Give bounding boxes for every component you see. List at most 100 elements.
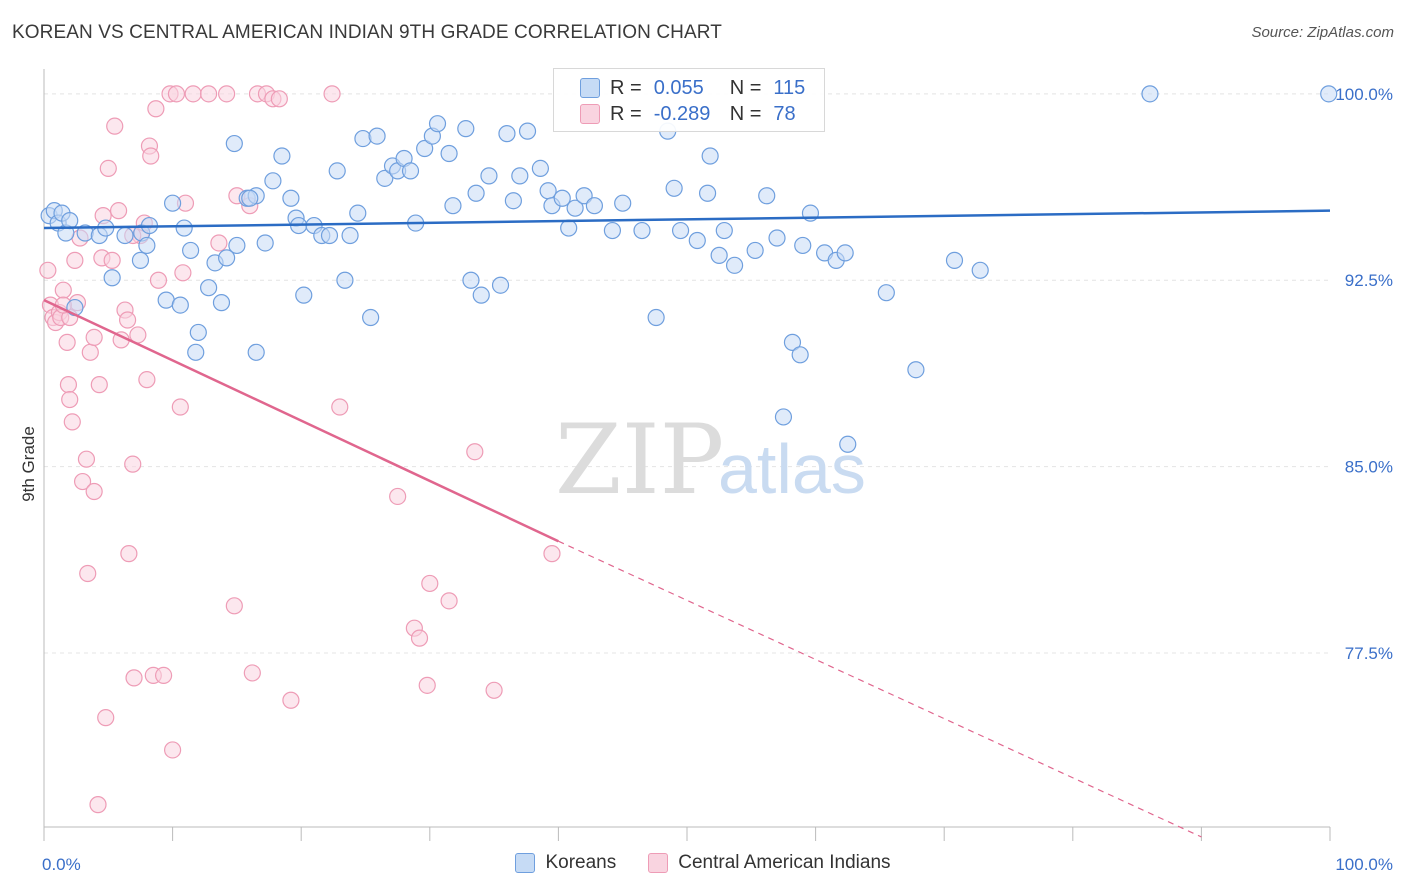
cai-point [243, 664, 261, 682]
cai-point [225, 597, 243, 615]
korean-point [504, 192, 522, 210]
korean-point [341, 226, 359, 245]
korean-point [212, 294, 231, 312]
cai-point [543, 545, 561, 563]
korean-point [688, 231, 706, 250]
cai-point [142, 147, 160, 165]
korean-point [171, 296, 189, 314]
cai-trend-extension [558, 540, 1202, 838]
koreans-trend-line [43, 209, 1331, 230]
cai-point [210, 234, 228, 252]
cai-point [99, 159, 117, 178]
chart-title: KOREAN VS CENTRAL AMERICAN INDIAN 9TH GR… [12, 22, 722, 43]
korean-point [566, 199, 584, 217]
trend-lines [43, 209, 1331, 838]
korean-point [189, 323, 207, 342]
korean-point [671, 221, 690, 240]
cai-point [125, 669, 143, 687]
korean-point [560, 219, 578, 237]
cai-point [85, 328, 103, 347]
korean-point [61, 212, 79, 230]
korean-point [746, 241, 764, 260]
cai-point [106, 117, 124, 135]
korean-point [328, 162, 346, 180]
korean-point [428, 115, 447, 133]
cai-point [103, 251, 121, 269]
cai-point [97, 709, 115, 727]
korean-point [701, 147, 719, 165]
korean-point [164, 194, 182, 212]
cai-point [81, 343, 99, 361]
series-koreans [40, 85, 1338, 453]
cai-point [147, 100, 165, 118]
korean-point [416, 139, 434, 158]
korean-point [553, 189, 571, 207]
cai-point [218, 85, 236, 103]
cai-point [485, 681, 503, 699]
korean-point [758, 187, 776, 205]
korean-point [774, 408, 793, 426]
r-label: R = [610, 102, 642, 125]
korean-point [103, 269, 121, 287]
correlation-legend: R = 0.055 N = 115 R = -0.289 N = 78 [553, 68, 825, 132]
legend-row-koreans: R = 0.055 N = 115 [580, 75, 805, 101]
cai-point [410, 629, 429, 647]
korean-point [116, 226, 134, 245]
cai-point [270, 90, 288, 108]
korean-point [783, 333, 802, 351]
korean-point [539, 182, 557, 200]
y-tick-label: 85.0% [1345, 458, 1393, 477]
legend-row-cai: R = -0.289 N = 78 [580, 101, 796, 127]
koreans-legend-swatch [515, 853, 536, 873]
cai-point [77, 450, 96, 468]
cai-point [138, 371, 156, 389]
korean-point [633, 221, 651, 240]
r-value: -0.289 [653, 102, 711, 125]
r-value: 0.055 [653, 76, 704, 99]
cai-point [66, 251, 84, 269]
axes [43, 69, 1331, 841]
legend-item-cai: Central American Indians [648, 852, 891, 874]
korean-point [131, 251, 150, 269]
cai-point [331, 398, 349, 416]
cai-point [149, 271, 168, 289]
korean-point [228, 236, 246, 255]
tick-labels: 77.5% 85.0% 92.5% 100.0% 0.0% 100.0% [42, 85, 1393, 874]
korean-point [768, 229, 786, 247]
cai-point [421, 574, 439, 593]
cai-point [118, 311, 137, 329]
cai-point [167, 85, 186, 103]
cai-legend-swatch [648, 853, 669, 873]
korean-point [282, 189, 300, 207]
korean-point [354, 129, 372, 148]
korean-point [182, 241, 200, 260]
korean-point [647, 308, 665, 327]
y-tick-label: 77.5% [1345, 644, 1393, 663]
grid-lines [44, 93, 1330, 654]
korean-point [295, 286, 313, 304]
korean-point [472, 286, 490, 304]
cai-point [90, 376, 108, 394]
korean-point [614, 194, 632, 212]
korean-point [877, 284, 895, 302]
n-label: N = [729, 102, 762, 125]
korean-point [247, 343, 265, 361]
cai-point [39, 261, 57, 279]
cai-point [73, 472, 92, 491]
korean-point [945, 251, 964, 269]
korean-point [256, 234, 274, 252]
korean-point [971, 261, 989, 279]
korean-point [1141, 85, 1159, 103]
korean-point [457, 120, 475, 138]
korean-point [264, 172, 282, 190]
chart-source: Source: ZipAtlas.com [1251, 24, 1394, 41]
koreans-legend-label: Koreans [545, 852, 617, 873]
korean-point [491, 276, 510, 294]
cai-point [124, 455, 142, 473]
korean-point [794, 236, 812, 255]
y-tick-label: 92.5% [1345, 271, 1393, 290]
cai-point [61, 390, 79, 409]
cai-point [59, 376, 78, 394]
korean-point [715, 221, 733, 240]
cai-point [54, 281, 72, 299]
